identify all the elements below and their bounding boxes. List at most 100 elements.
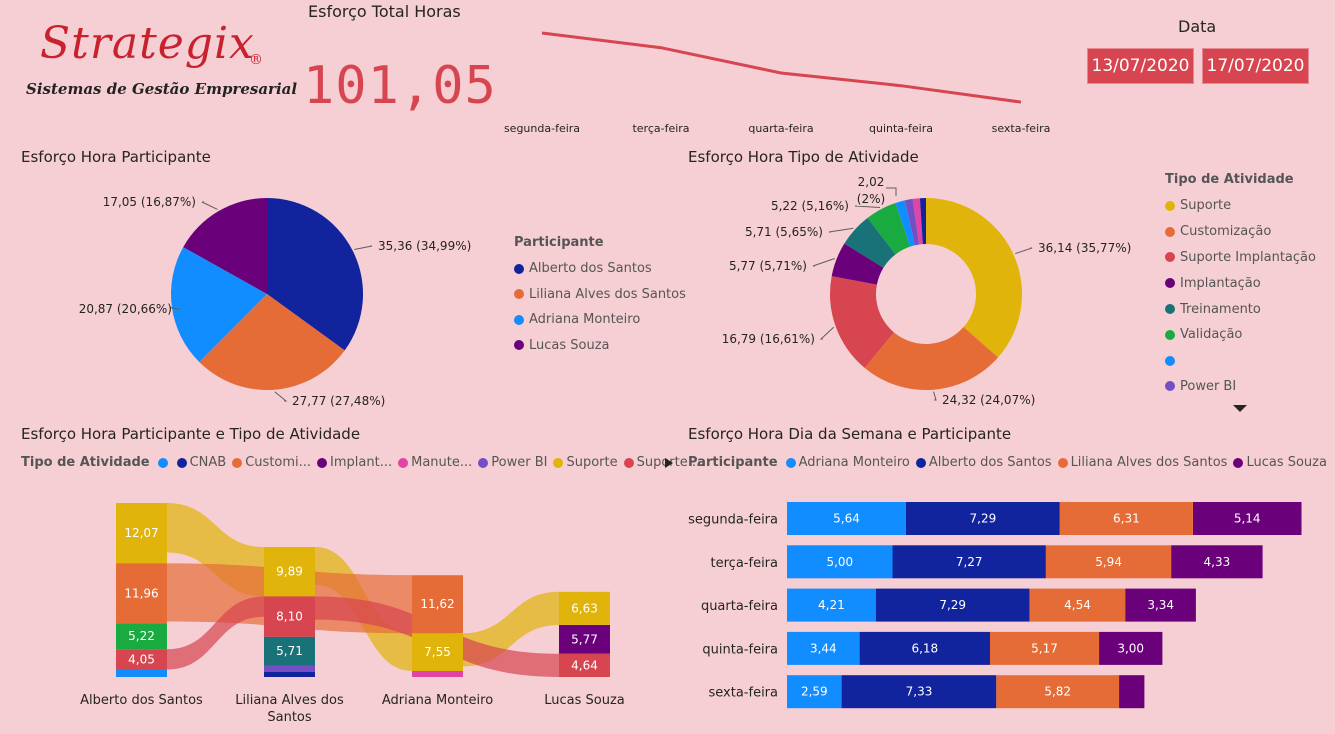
bar-segment [1193, 502, 1302, 535]
legend-label: Customi... [245, 455, 312, 470]
legend-marker [1165, 329, 1175, 340]
legend-item[interactable]: Suporte Implantação [1165, 245, 1316, 271]
sankey-node-segment [264, 665, 315, 672]
bar-value-label: 5,17 [1031, 641, 1058, 655]
date-end-input[interactable]: 17/07/2020 [1202, 48, 1309, 84]
legend-item[interactable]: Power BI [478, 455, 547, 470]
legend-item[interactable] [1165, 348, 1316, 374]
leader-line [1015, 247, 1033, 255]
sankey-participant-label: Lucas Souza [544, 693, 625, 708]
sankey-node-segment [412, 671, 463, 677]
legend-item[interactable]: Lucas Souza [514, 333, 686, 359]
leader-line [354, 245, 373, 250]
legend-marker [1165, 355, 1175, 366]
legend-label: Adriana Monteiro [529, 312, 641, 328]
legend-marker [1057, 457, 1068, 468]
legend-marker [398, 457, 409, 468]
kpi-title: Esforço Total Horas [308, 2, 461, 21]
bar-segment [996, 675, 1120, 709]
legend-item[interactable]: Adriana Monteiro [514, 307, 686, 333]
legend-item[interactable]: Alberto dos Santos [915, 455, 1052, 470]
slice-data-label: 17,05 (16,87%) [103, 195, 196, 209]
legend-marker [514, 263, 524, 274]
legend-label: Suporte Implantação [1180, 249, 1316, 265]
legend-item[interactable]: Customi... [232, 455, 311, 470]
sankey-node-segment [116, 623, 167, 650]
bar-legend-title: Participante [688, 455, 778, 470]
legend-item[interactable]: Lucas Souza [1233, 455, 1327, 470]
legend-label: Power BI [1180, 378, 1237, 394]
legend-item[interactable]: Manute... [398, 455, 472, 470]
sankey-value-label: 4,64 [571, 658, 598, 672]
legend-item[interactable]: Liliana Alves dos Santos [1057, 455, 1227, 470]
date-label: Data [1178, 17, 1217, 36]
legend-marker [1165, 381, 1175, 392]
legend-label: CNAB [189, 455, 227, 470]
sankey-node-segment [264, 547, 315, 597]
logo: Strategix ® Sistemas de Gestão Empresari… [22, 18, 297, 108]
legend-item[interactable]: Customização [1165, 219, 1316, 245]
participant-activity-sankey: 12,07 11,96 5,22 4,05 9,89 8,10 5,71 11,62 7,55 6… [80, 503, 625, 725]
legend-marker [157, 457, 168, 468]
sankey-node-segment [412, 633, 463, 672]
bar-value-label: 3,00 [1117, 641, 1144, 655]
bar-value-label: 5,14 [1234, 512, 1261, 526]
legend-item[interactable]: Power BI [1165, 374, 1316, 400]
legend-label: Adriana Monteiro [798, 455, 910, 470]
slice [912, 198, 923, 245]
legend-item[interactable]: Implantação [1165, 270, 1316, 296]
bar-title: Esforço Hora Dia da Semana e Participant… [688, 425, 1012, 443]
legend-item[interactable]: Liliana Alves dos Santos [514, 282, 686, 308]
legend-item[interactable]: Suporte [553, 455, 618, 470]
slice-data-label: (2%) [857, 192, 885, 206]
pie-title: Esforço Hora Participante [21, 148, 211, 166]
bar-segment [1045, 545, 1172, 579]
bar-segment [859, 631, 990, 665]
legend-marker [1165, 200, 1175, 211]
sankey-flow [167, 596, 264, 670]
sankey-value-label: 11,62 [420, 597, 454, 611]
legend-label: Treinamento [1180, 301, 1261, 317]
legend-marker [317, 457, 328, 468]
legend-item[interactable]: Adriana Monteiro [785, 455, 910, 470]
bar-value-label: 7,27 [956, 555, 983, 569]
caret-right-icon[interactable] [664, 457, 674, 469]
sankey-node-segment [559, 591, 610, 625]
sankey-node-segment [116, 669, 167, 677]
slice-data-label: 35,36 (34,99%) [378, 239, 471, 253]
bar-value-label: 5,82 [1044, 685, 1071, 699]
legend-item[interactable]: Validação [1165, 322, 1316, 348]
bar-value-label: 5,94 [1095, 555, 1122, 569]
bar-value-label: 6,18 [911, 641, 938, 655]
leader-line [812, 258, 835, 267]
bar-segment [1029, 588, 1126, 622]
legend-marker [478, 457, 489, 468]
legend-marker [1165, 304, 1175, 315]
bar-value-label: 5,00 [826, 555, 853, 569]
legend-item[interactable]: Treinamento [1165, 296, 1316, 322]
sankey-participant-label: Adriana Monteiro [382, 693, 493, 708]
legend-item[interactable]: Implant... [317, 455, 392, 470]
sankey-value-label: 4,05 [128, 652, 155, 666]
logo-subtitle: Sistemas de Gestão Empresarial [26, 80, 298, 98]
legend-marker [176, 457, 187, 468]
sankey-participant-label: Liliana Alves dos Santos [235, 693, 344, 725]
bar-value-label: 4,21 [818, 598, 845, 612]
legend-item[interactable]: CNAB [176, 455, 227, 470]
legend-item[interactable]: Suporte [1165, 193, 1316, 219]
legend-marker [1165, 252, 1175, 263]
legend-item[interactable] [157, 455, 171, 470]
bar-value-label: 6,31 [1113, 512, 1140, 526]
chevron-down-icon[interactable] [1232, 404, 1248, 414]
leader-line [933, 391, 937, 401]
date-start-input[interactable]: 13/07/2020 [1087, 48, 1194, 84]
bar-category-label: terça-feira [711, 556, 778, 571]
legend-item[interactable]: Alberto dos Santos [514, 256, 686, 282]
sankey-node-segment [264, 596, 315, 637]
legend-marker [232, 457, 243, 468]
sankey-node-segment [116, 649, 167, 670]
legend-marker [915, 457, 926, 468]
legend-label: Customização [1180, 224, 1272, 240]
bar-segment [990, 631, 1100, 665]
bar-segment [875, 588, 1030, 622]
